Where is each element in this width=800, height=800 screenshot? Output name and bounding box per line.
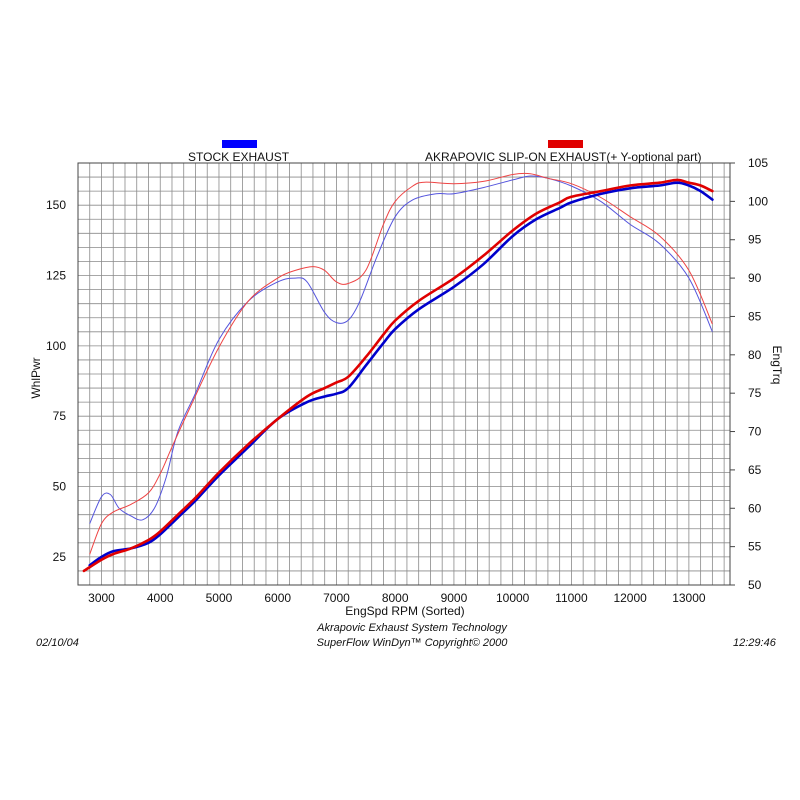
x-tick-label: 6000 bbox=[264, 591, 291, 605]
y-right-tick-label: 60 bbox=[748, 501, 762, 515]
y-left-axis-title: WhlPwr bbox=[29, 357, 43, 398]
y-left-tick-label: 75 bbox=[53, 409, 67, 423]
grid bbox=[78, 163, 730, 585]
legend-label-akrapovic: AKRAPOVIC SLIP-ON EXHAUST(+ Y-optional p… bbox=[425, 150, 701, 164]
y-right-tick-label: 80 bbox=[748, 348, 762, 362]
x-tick-label: 3000 bbox=[88, 591, 115, 605]
x-tick-label: 7000 bbox=[323, 591, 350, 605]
y-left-tick-label: 25 bbox=[53, 550, 67, 564]
y-right-tick-label: 50 bbox=[748, 578, 762, 592]
y-right-tick-label: 100 bbox=[748, 194, 768, 208]
legend-swatch-stock bbox=[222, 140, 257, 148]
x-tick-label: 4000 bbox=[147, 591, 174, 605]
y-left-tick-label: 125 bbox=[46, 269, 66, 283]
y-right-tick-label: 70 bbox=[748, 425, 762, 439]
y-right-tick-label: 55 bbox=[748, 540, 762, 554]
footer-date: 02/10/04 bbox=[36, 637, 79, 649]
y-left-tick-label: 50 bbox=[53, 480, 67, 494]
power-line-stock bbox=[88, 181, 714, 567]
x-tick-label: 8000 bbox=[382, 591, 409, 605]
x-tick-label: 12000 bbox=[613, 591, 647, 605]
power-line-akrapovic bbox=[82, 178, 714, 573]
legend-swatch-akrapovic bbox=[548, 140, 583, 148]
torque-line-akrapovic bbox=[89, 172, 713, 555]
x-tick-label: 9000 bbox=[441, 591, 468, 605]
footer-line1: Akrapovic Exhaust System Technology bbox=[316, 622, 508, 634]
footer-line2: SuperFlow WinDyn™ Copyright© 2000 bbox=[317, 637, 509, 649]
x-axis-title: EngSpd RPM (Sorted) bbox=[345, 604, 464, 618]
y-left-tick-label: 100 bbox=[46, 339, 66, 353]
y-right-tick-label: 90 bbox=[748, 271, 762, 285]
y-right-axis-title: EngTrq bbox=[770, 346, 784, 385]
x-tick-label: 10000 bbox=[496, 591, 530, 605]
footer-time: 12:29:46 bbox=[733, 637, 777, 649]
y-right-tick-label: 75 bbox=[748, 386, 762, 400]
y-right-tick-label: 95 bbox=[748, 233, 762, 247]
tick-labels: 3000 4000 5000 6000 7000 8000 9000 10000 11000 12… bbox=[46, 156, 768, 605]
series-lines bbox=[82, 172, 714, 573]
x-tick-label: 11000 bbox=[555, 591, 588, 605]
x-tick-label: 5000 bbox=[206, 591, 233, 605]
y-left-tick-label: 150 bbox=[46, 198, 66, 212]
y-right-tick-label: 85 bbox=[748, 309, 762, 323]
legend-label-stock: STOCK EXHAUST bbox=[188, 150, 290, 164]
torque-line-stock bbox=[89, 175, 713, 524]
x-tick-label: 13000 bbox=[672, 591, 706, 605]
y-right-tick-label: 105 bbox=[748, 156, 768, 170]
y-right-tick-label: 65 bbox=[748, 463, 762, 477]
